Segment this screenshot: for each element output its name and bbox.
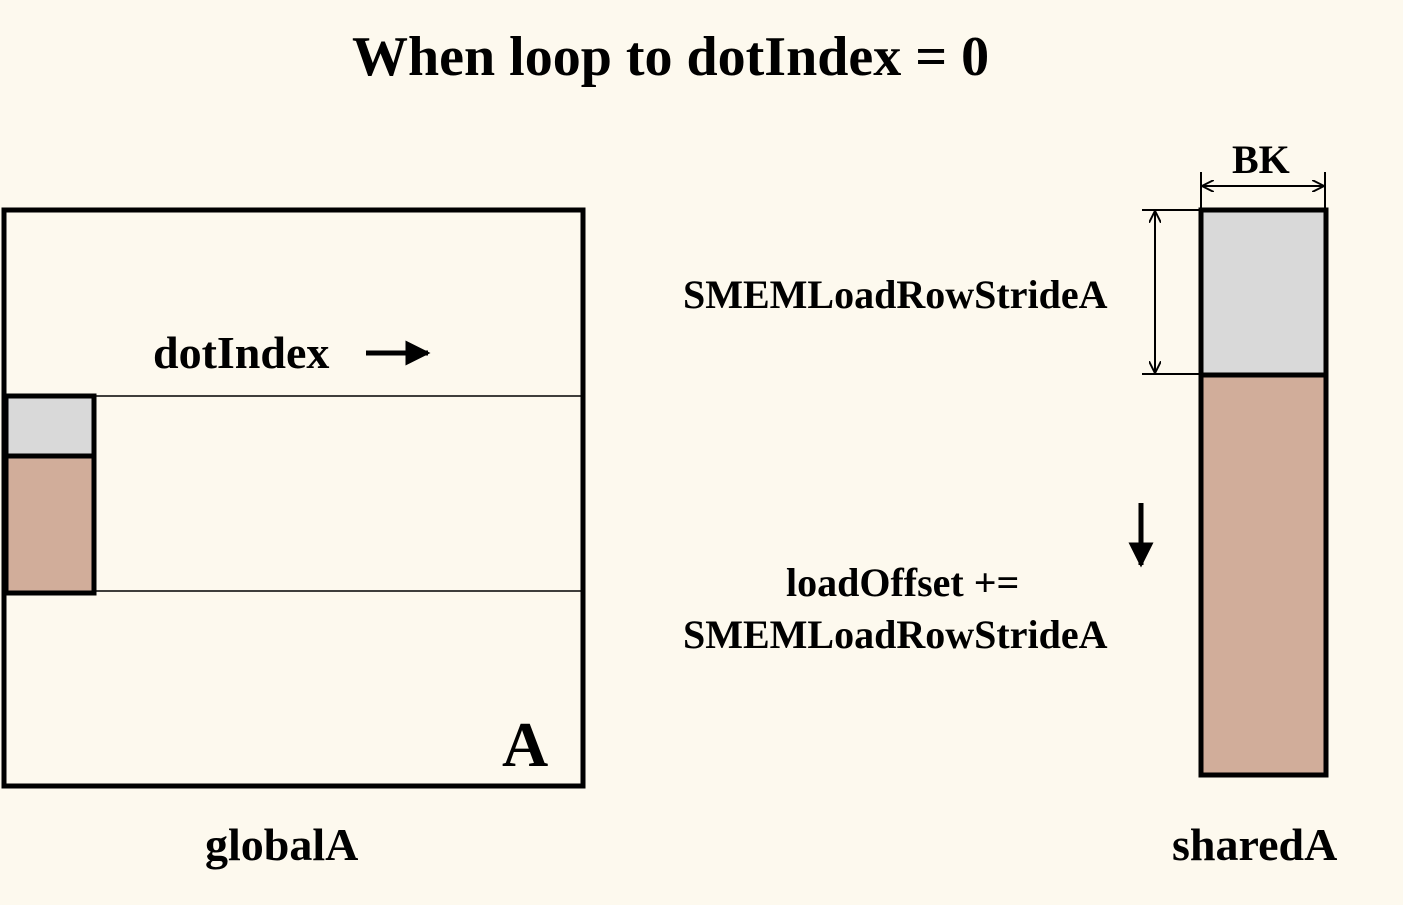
dotindex-label: dotIndex	[153, 327, 330, 378]
diagram-title: When loop to dotIndex = 0	[352, 26, 990, 88]
global-a-caption: globalA	[205, 819, 359, 870]
shared-a-caption: sharedA	[1172, 819, 1338, 870]
matrix-a-letter: A	[502, 709, 549, 780]
load-offset-label-line2: SMEMLoadRowStrideA	[683, 612, 1108, 657]
global-loaded-tile	[3, 393, 97, 459]
bk-label: BK	[1232, 137, 1290, 182]
shared-pending-block	[1198, 372, 1329, 778]
load-offset-label-line1: loadOffset +=	[786, 560, 1020, 605]
global-pending-tile	[3, 453, 97, 596]
shared-loaded-block	[1198, 207, 1329, 378]
stride-label: SMEMLoadRowStrideA	[683, 272, 1108, 317]
